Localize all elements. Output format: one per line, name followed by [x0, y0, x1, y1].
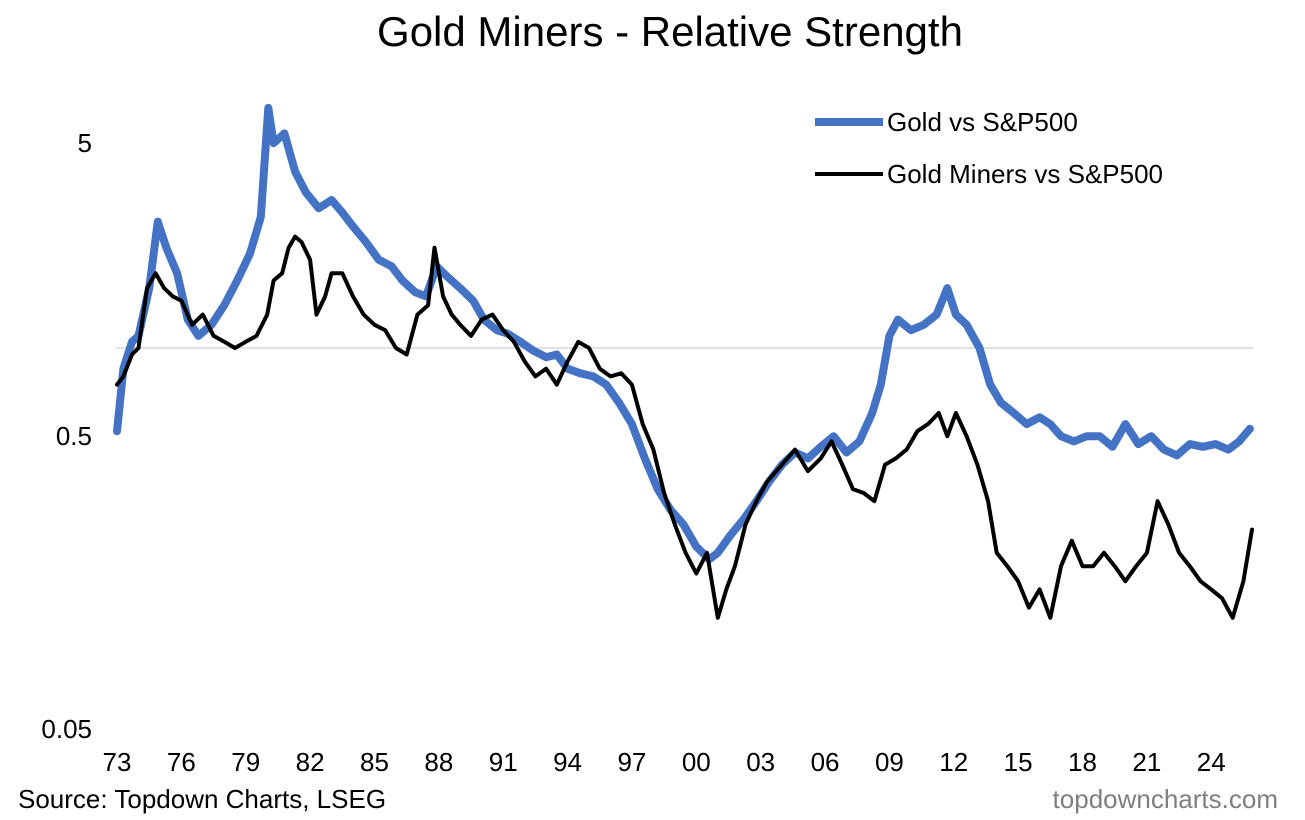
x-tick-label: 06: [811, 747, 840, 777]
y-axis-tick-labels: 5 0.5 0.05: [41, 128, 92, 744]
series-layer: [113, 103, 1254, 620]
x-tick-label: 73: [103, 747, 132, 777]
x-tick-label: 79: [231, 747, 260, 777]
x-tick-label: 12: [939, 747, 968, 777]
x-tick-label: 97: [617, 747, 646, 777]
y-tick-label: 5: [78, 128, 92, 158]
source-note: Source: Topdown Charts, LSEG: [18, 784, 387, 814]
series-line-gold: [113, 103, 1254, 564]
legend-label-gold-miners: Gold Miners vs S&P500: [887, 159, 1163, 189]
x-tick-label: 76: [167, 747, 196, 777]
x-axis-tick-labels: 73 76 79 82 85 88 91 94 97 00 03 06 09 12 15 18 21 24: [103, 747, 1226, 777]
x-tick-label: 24: [1197, 747, 1226, 777]
chart-title: Gold Miners - Relative Strength: [377, 8, 963, 55]
x-tick-label: 82: [296, 747, 325, 777]
x-tick-label: 09: [875, 747, 904, 777]
x-tick-label: 91: [489, 747, 518, 777]
x-tick-label: 85: [360, 747, 389, 777]
series-line-gold-miners: [115, 234, 1254, 620]
y-tick-label: 0.05: [41, 714, 92, 744]
x-tick-label: 00: [682, 747, 711, 777]
x-tick-label: 21: [1132, 747, 1161, 777]
brand-watermark: topdowncharts.com: [1052, 784, 1278, 814]
legend: Gold vs S&P500 Gold Miners vs S&P500: [815, 107, 1163, 189]
x-tick-label: 15: [1004, 747, 1033, 777]
y-tick-label: 0.5: [56, 421, 92, 451]
x-tick-label: 94: [553, 747, 582, 777]
x-tick-label: 18: [1068, 747, 1097, 777]
x-tick-label: 03: [746, 747, 775, 777]
legend-label-gold: Gold vs S&P500: [887, 107, 1078, 137]
x-tick-label: 88: [424, 747, 453, 777]
